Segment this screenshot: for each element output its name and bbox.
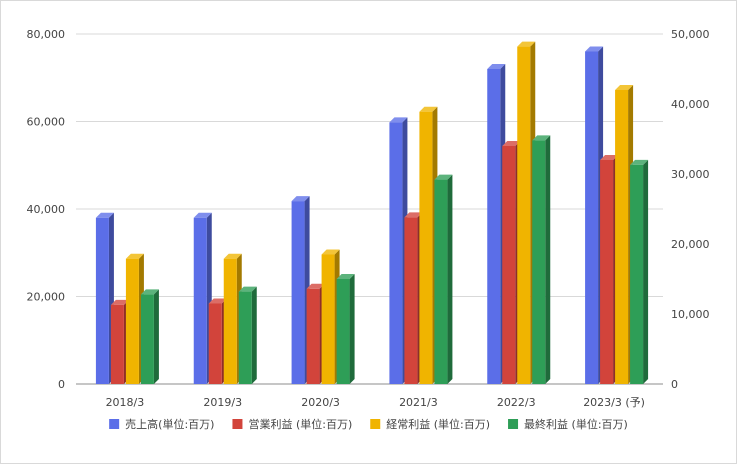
bar-top [238, 286, 257, 292]
legend-label: 営業利益 (単位:百万) [248, 417, 352, 431]
bar-top [600, 155, 619, 160]
x-tick-label: 2021/3 [399, 396, 438, 409]
bar-front [487, 69, 501, 384]
y-left-tick-label: 80,000 [27, 28, 66, 41]
bar-top [208, 298, 227, 304]
bar-top [404, 212, 423, 218]
bar-front [238, 291, 252, 384]
bar-front [419, 111, 433, 384]
bar-top [517, 41, 536, 47]
y-right-tick-label: 40,000 [671, 98, 710, 111]
y-left-tick-label: 20,000 [27, 291, 66, 304]
bar-top [140, 289, 159, 295]
bar-4-4 [434, 174, 453, 384]
legend-swatch [232, 419, 243, 429]
bar-front [389, 122, 403, 384]
bar-4-5 [532, 135, 551, 384]
bar-1-1 [95, 212, 114, 384]
legend-swatch [370, 419, 381, 429]
bar-top [389, 117, 408, 123]
bar-top [419, 106, 438, 112]
bar-front [125, 258, 139, 384]
bar-top [95, 212, 114, 218]
bar-top [110, 299, 129, 305]
bar-front [291, 201, 305, 384]
bar-front [517, 46, 531, 384]
bar-side [545, 135, 551, 384]
x-tick-label: 2020/3 [301, 396, 340, 409]
bar-top [306, 283, 325, 289]
bar-front [223, 258, 237, 384]
bars [95, 41, 649, 384]
legend-label: 売上高(単位:百万) [125, 417, 214, 431]
legend-item-4: 最終利益 (単位:百万) [508, 417, 628, 431]
legend-label: 最終利益 (単位:百万) [524, 417, 628, 431]
bar-top [615, 85, 634, 90]
bar-top [532, 135, 551, 141]
y-right-tick-label: 20,000 [671, 238, 710, 251]
bar-side [251, 286, 257, 384]
bar-4-6 [630, 159, 649, 384]
bar-top [223, 253, 242, 259]
bar-4-2 [238, 286, 257, 384]
bar-side [447, 174, 453, 384]
bar-front [434, 179, 448, 384]
bar-top [487, 64, 506, 69]
bar-front [336, 279, 350, 384]
bar-front [404, 217, 418, 384]
axes: 0 20,000 40,000 60,000 80,000 0 10,000 20,000 30… [27, 28, 710, 409]
x-tick-label: 2023/3 (予) [583, 396, 645, 409]
legend-label: 経常利益 (単位:百万) [386, 417, 490, 431]
y-right-tick-label: 50,000 [671, 28, 710, 41]
bar-front [193, 217, 207, 384]
y-right-tick-label: 10,000 [671, 308, 710, 321]
bar-front [600, 160, 614, 384]
bar-top [291, 196, 310, 202]
bar-top [502, 141, 521, 146]
bar-top [434, 174, 453, 180]
bar-top [630, 159, 649, 165]
y-right-tick-label: 30,000 [671, 168, 710, 181]
bar-front [502, 146, 516, 384]
bar-top [193, 212, 212, 218]
bar-front [306, 288, 320, 384]
bar-4-1 [140, 289, 159, 384]
x-tick-label: 2019/3 [203, 396, 242, 409]
legend-item-3: 経常利益 (単位:百万) [370, 417, 490, 431]
legend-item-1: 売上高(単位:百万) [109, 417, 214, 431]
y-left-tick-label: 60,000 [27, 116, 66, 129]
bar-side [153, 289, 159, 384]
bar-front [321, 254, 335, 384]
bar-front [585, 51, 599, 384]
x-tick-label: 2018/3 [106, 396, 145, 409]
legend-item-2: 営業利益 (単位:百万) [232, 417, 352, 431]
bar-front [95, 217, 109, 384]
y-right-tick-label: 0 [671, 378, 678, 391]
bar-top [125, 253, 144, 259]
x-tick-label: 2022/3 [497, 396, 536, 409]
y-left-tick-label: 0 [58, 378, 65, 391]
legend-swatch [109, 419, 120, 429]
bar-front [208, 303, 222, 384]
bar-top [336, 274, 355, 279]
bar-front [140, 294, 154, 384]
legend: 売上高(単位:百万) 営業利益 (単位:百万) 経常利益 (単位:百万) 最終利益 (… [109, 417, 628, 431]
bar-top [321, 249, 340, 255]
bar-front [110, 304, 124, 384]
y-left-tick-label: 40,000 [27, 203, 66, 216]
bar-4-3 [336, 274, 355, 384]
bar-top [585, 46, 604, 52]
bar-front [532, 140, 546, 384]
bar-front [630, 164, 644, 384]
legend-swatch [508, 419, 519, 429]
gridlines [76, 33, 663, 385]
bar-side [643, 159, 649, 384]
bar-side [349, 274, 355, 384]
bar-front [615, 90, 629, 384]
